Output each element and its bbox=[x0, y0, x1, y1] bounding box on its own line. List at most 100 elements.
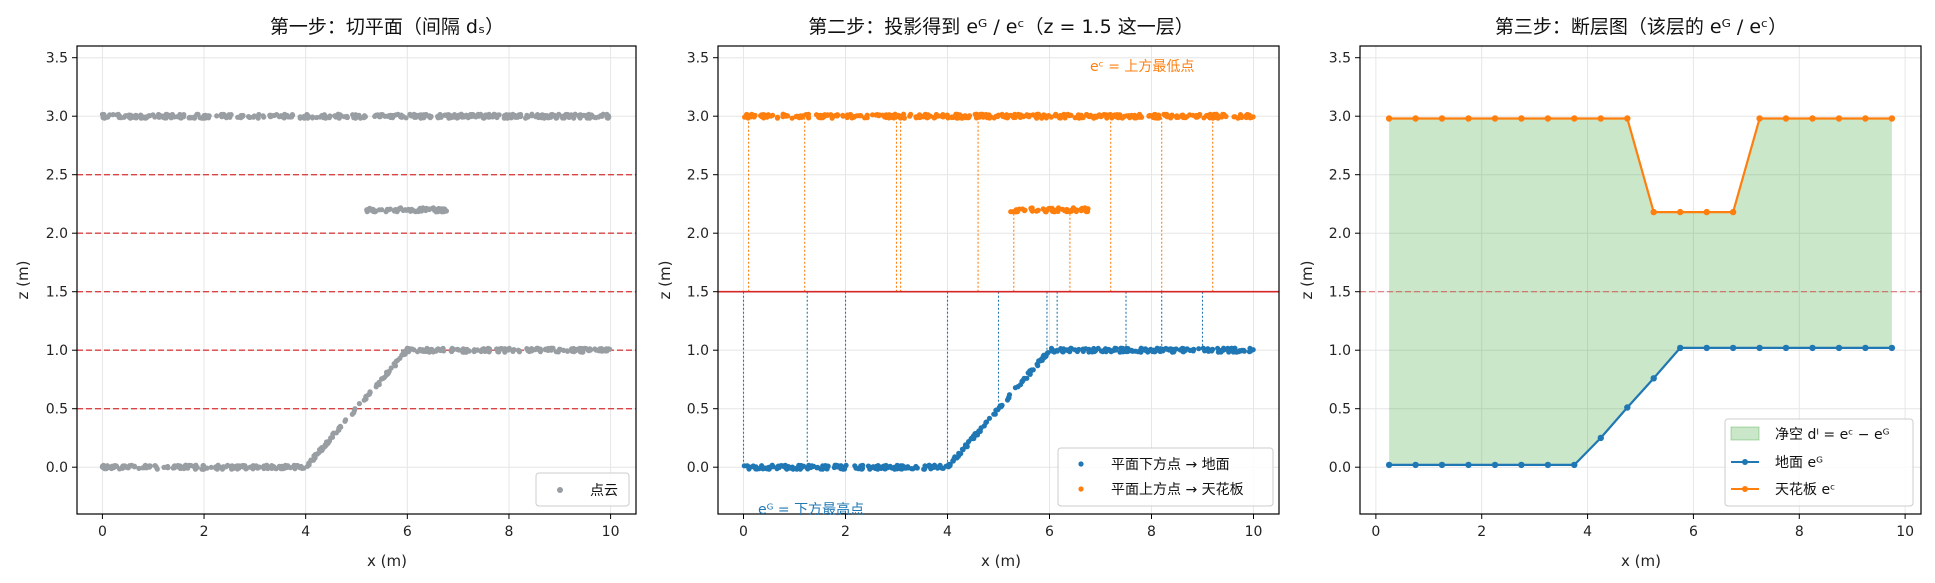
point-ground-low bbox=[860, 462, 866, 468]
point-ground-low bbox=[208, 464, 214, 470]
y-tick-label: 1.0 bbox=[1329, 343, 1351, 359]
series-point-ceiling bbox=[1782, 115, 1790, 122]
y-tick-label: 3.5 bbox=[46, 51, 68, 67]
point-ceiling bbox=[416, 113, 422, 119]
point-ceiling bbox=[1043, 115, 1049, 121]
point-ground-low bbox=[873, 464, 880, 471]
point-ceiling bbox=[950, 114, 957, 120]
point-ceiling bbox=[400, 114, 406, 120]
y-tick-label: 0.0 bbox=[1329, 460, 1351, 476]
point-ceiling bbox=[378, 112, 384, 118]
point-ceiling bbox=[883, 112, 889, 118]
point-ramp bbox=[356, 401, 362, 407]
point-ceiling bbox=[1174, 113, 1180, 119]
point-ceiling bbox=[1187, 112, 1193, 118]
point-ceiling bbox=[782, 112, 788, 118]
point-ramp bbox=[972, 430, 979, 437]
point-ground-high bbox=[543, 346, 549, 352]
point-ground-high bbox=[605, 346, 611, 352]
point-ground-low bbox=[931, 464, 937, 470]
point-obstacle bbox=[379, 207, 385, 213]
series-point-ground bbox=[1385, 461, 1393, 469]
point-ramp bbox=[999, 402, 1005, 408]
point-obstacle bbox=[1059, 206, 1065, 212]
point-ground-high bbox=[471, 348, 477, 355]
point-obstacle bbox=[1073, 207, 1079, 213]
x-tick-label: 10 bbox=[1245, 524, 1263, 540]
x-tick-label: 8 bbox=[1795, 524, 1804, 540]
point-ramp bbox=[1027, 368, 1033, 374]
point-ground-low bbox=[893, 466, 899, 472]
series-point-ceiling bbox=[1544, 115, 1552, 122]
point-ceiling bbox=[344, 113, 350, 119]
series-point-ceiling bbox=[1809, 115, 1816, 122]
point-ground-high bbox=[1074, 348, 1080, 355]
point-ramp bbox=[395, 357, 401, 363]
point-ground-high bbox=[419, 348, 425, 354]
point-ramp bbox=[317, 447, 323, 453]
point-ramp bbox=[1035, 363, 1041, 369]
series-point-ceiling bbox=[1412, 115, 1419, 122]
point-ramp bbox=[962, 442, 969, 448]
point-ramp bbox=[1017, 382, 1024, 388]
point-ceiling bbox=[830, 114, 836, 120]
point-ramp bbox=[343, 417, 349, 423]
x-tick-label: 4 bbox=[301, 524, 310, 540]
point-obstacle bbox=[400, 207, 406, 213]
point-ground-low bbox=[883, 464, 889, 470]
point-ramp bbox=[946, 461, 952, 467]
point-ceiling bbox=[467, 112, 473, 118]
point-ground-low bbox=[897, 466, 904, 472]
point-ceiling bbox=[194, 111, 200, 117]
point-ground-low bbox=[282, 462, 289, 468]
point-ramp bbox=[374, 382, 380, 388]
x-axis-label: x (m) bbox=[1621, 552, 1661, 570]
legend: 平面下方点 → 地面 平面上方点 → 天花板 bbox=[1057, 447, 1274, 507]
point-ground-high bbox=[511, 347, 517, 353]
y-tick-label: 2.0 bbox=[1329, 226, 1351, 242]
series-point-ceiling bbox=[1703, 208, 1710, 216]
point-ground-low bbox=[194, 464, 200, 470]
y-tick-label: 2.0 bbox=[46, 226, 68, 242]
point-ground-low bbox=[100, 462, 107, 468]
point-ceiling bbox=[1076, 113, 1082, 119]
point-ground-high bbox=[448, 347, 454, 353]
point-obstacle bbox=[1044, 207, 1050, 213]
point-ramp bbox=[391, 361, 397, 367]
point-ceiling bbox=[160, 114, 166, 120]
point-ceiling bbox=[983, 111, 989, 118]
point-ceiling bbox=[571, 115, 577, 121]
legend-marker-ground bbox=[1742, 459, 1748, 465]
point-ground-low bbox=[787, 465, 793, 471]
point-ceiling bbox=[818, 113, 824, 119]
x-tick-label: 2 bbox=[841, 524, 850, 540]
point-ceiling bbox=[1116, 112, 1123, 118]
series-point-ceiling bbox=[1491, 115, 1499, 122]
x-tick-label: 0 bbox=[739, 524, 748, 540]
point-ground-high bbox=[1149, 348, 1156, 355]
point-ceiling bbox=[480, 115, 486, 121]
point-ramp bbox=[986, 415, 993, 421]
point-ceiling bbox=[143, 115, 149, 121]
axis-ticks: 0 2 4 6 8 10 0.0 0.5 1.0 1.5 2.0 2.5 3.0 3.5 bbox=[46, 51, 620, 540]
annotation-ground: eᴳ = 下方最高点 bbox=[758, 501, 864, 518]
point-ceiling bbox=[463, 112, 469, 118]
y-tick-label: 3.5 bbox=[1329, 51, 1351, 67]
point-ceiling bbox=[1232, 114, 1238, 120]
point-ceiling bbox=[1201, 115, 1207, 121]
point-ceiling bbox=[605, 113, 612, 119]
point-ground-high bbox=[479, 347, 486, 353]
point-ground-low bbox=[838, 464, 844, 470]
point-ceiling bbox=[1146, 113, 1152, 119]
point-ramp bbox=[336, 427, 342, 433]
point-obstacle bbox=[1055, 207, 1061, 213]
point-ground-low bbox=[265, 465, 271, 472]
point-ground-low bbox=[204, 465, 210, 471]
point-ground-low bbox=[114, 463, 120, 469]
point-ceiling bbox=[395, 111, 401, 117]
point-ceiling bbox=[475, 111, 481, 117]
point-ground-low bbox=[824, 464, 830, 470]
point-ground-high bbox=[571, 348, 577, 354]
point-ground-high bbox=[1086, 349, 1092, 355]
